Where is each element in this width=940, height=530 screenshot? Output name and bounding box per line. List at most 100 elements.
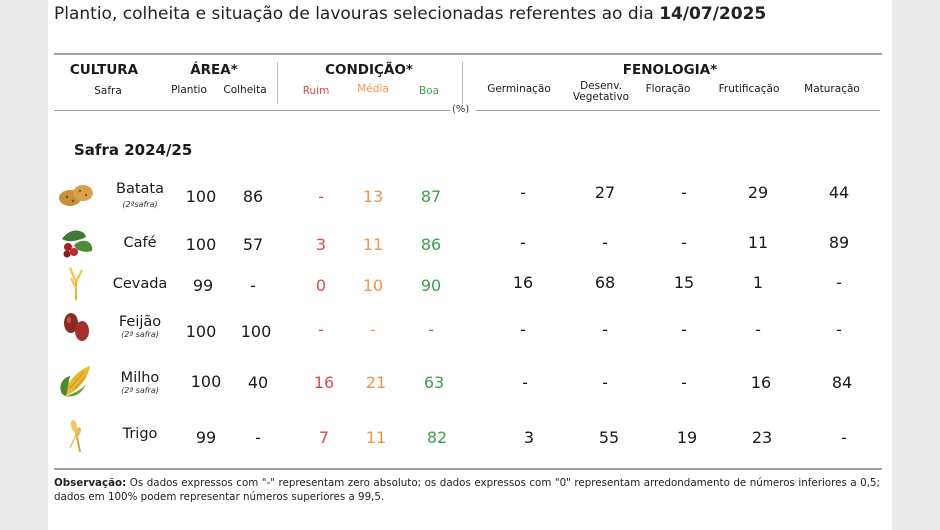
table-row: Cevada 99 - 0 10 90 16 68 15 1 - (48, 266, 892, 306)
report-date: 14/07/2025 (659, 4, 767, 24)
area-colheita: - (250, 276, 256, 295)
fenologia-maturacao: 44 (828, 183, 850, 202)
condicao-ruim: - (318, 320, 324, 339)
header-plantio: Plantio (171, 84, 207, 96)
safra-label: Safra 2024/25 (74, 141, 193, 159)
fenologia-frutificacao: 11 (747, 233, 769, 252)
header-floracao: Floração (645, 83, 691, 95)
barley-icon (68, 267, 84, 300)
fenologia-vegetativo: 68 (594, 273, 616, 292)
condicao-boa: - (428, 320, 434, 339)
potato-icon (59, 185, 93, 206)
header-safra: Safra (94, 85, 122, 97)
header-area: ÁREA* (190, 62, 238, 78)
condicao-boa: 86 (420, 235, 442, 254)
header-desenv-vegetativo: Desenv. Vegetativo (572, 80, 630, 103)
crop-name: Café (123, 235, 157, 251)
condicao-boa: 87 (420, 187, 442, 206)
condicao-ruim: 16 (313, 373, 335, 392)
fenologia-germinacao: - (520, 320, 526, 339)
crop-name: Cevada (112, 276, 168, 292)
footer-rule (54, 468, 882, 470)
header-frutificacao: Frutificação (718, 83, 780, 95)
table-row: Trigo 99 - 7 11 82 3 55 19 23 - (48, 418, 892, 458)
fenologia-floracao: - (681, 373, 687, 392)
fenologia-floracao: 19 (676, 428, 698, 447)
fenologia-germinacao: - (520, 233, 526, 252)
fenologia-maturacao: - (836, 320, 842, 339)
fenologia-floracao: - (681, 233, 687, 252)
header-fenologia: FENOLOGIA* (622, 62, 718, 78)
fenologia-germinacao: 3 (523, 428, 535, 447)
condicao-media: 21 (365, 373, 387, 392)
condicao-boa: 82 (426, 428, 448, 447)
header-separator (462, 62, 463, 104)
table-row: Feijão (2ª safra) 100 100 - - - - - - - - (48, 310, 892, 350)
fenologia-vegetativo: 55 (598, 428, 620, 447)
area-plantio: 99 (195, 428, 217, 447)
header-colheita: Colheita (223, 84, 267, 96)
area-colheita: - (255, 428, 261, 447)
coffee-icon (62, 230, 93, 258)
crop-name: Trigo (122, 426, 158, 442)
fenologia-frutificacao: - (755, 320, 761, 339)
area-plantio: 99 (192, 276, 214, 295)
header-boa: Boa (418, 85, 440, 97)
condicao-media: 13 (362, 187, 384, 206)
report-page: Plantio, colheita e situação de lavouras… (48, 0, 892, 530)
area-plantio: 100 (185, 187, 217, 206)
area-colheita: 86 (242, 187, 264, 206)
header-bottom-rule (476, 110, 880, 111)
fenologia-maturacao: - (841, 428, 847, 447)
crop-name: Batata (116, 181, 164, 197)
corn-icon (60, 366, 90, 397)
fenologia-maturacao: 89 (828, 233, 850, 252)
page-title: Plantio, colheita e situação de lavouras… (54, 4, 767, 24)
header-ruim: Ruim (302, 85, 330, 97)
fenologia-germinacao: - (522, 373, 528, 392)
area-plantio: 100 (190, 372, 222, 391)
bean-icon (64, 313, 89, 341)
table-row: Milho (2ª safra) 100 40 16 21 63 - - - 16… (48, 364, 892, 404)
header-separator (277, 62, 278, 104)
area-colheita: 100 (240, 322, 272, 341)
condicao-media: 11 (365, 428, 387, 447)
condicao-ruim: 3 (315, 235, 327, 254)
condicao-boa: 63 (423, 373, 445, 392)
fenologia-frutificacao: 29 (747, 183, 769, 202)
fenologia-frutificacao: 16 (750, 373, 772, 392)
condicao-media: - (370, 320, 376, 339)
fenologia-floracao: - (681, 183, 687, 202)
header-top-rule (54, 53, 882, 55)
condicao-ruim: 0 (315, 276, 327, 295)
area-colheita: 57 (242, 235, 264, 254)
fenologia-vegetativo: - (602, 320, 608, 339)
condicao-media: 11 (362, 235, 384, 254)
fenologia-germinacao: 16 (512, 273, 534, 292)
fenologia-vegetativo: 27 (594, 183, 616, 202)
table-row: Batata (2ªsafra) 100 86 - 13 87 - 27 - 29… (48, 177, 892, 217)
fenologia-floracao: 15 (673, 273, 695, 292)
condicao-ruim: 7 (318, 428, 330, 447)
header-condicao: CONDIÇÃO* (325, 62, 413, 78)
observation-note: Observação: Os dados expressos com "-" r… (54, 477, 880, 503)
header-cultura: CULTURA (69, 62, 139, 78)
condicao-ruim: - (318, 187, 324, 206)
header-germinacao: Germinação (487, 83, 551, 95)
crop-safra: (2ª safra) (121, 386, 159, 395)
condicao-media: 10 (362, 276, 384, 295)
crop-safra: (2ªsafra) (122, 200, 158, 209)
header-bottom-rule (54, 110, 450, 111)
fenologia-vegetativo: - (602, 233, 608, 252)
header-media: Média (357, 83, 389, 95)
header-maturacao: Maturação (804, 83, 860, 95)
crop-name: Feijão (118, 314, 162, 330)
condicao-boa: 90 (420, 276, 442, 295)
fenologia-frutificacao: 1 (752, 273, 764, 292)
area-plantio: 100 (185, 235, 217, 254)
fenologia-frutificacao: 23 (751, 428, 773, 447)
fenologia-vegetativo: - (602, 373, 608, 392)
wheat-icon (69, 420, 81, 452)
percent-unit: (%) (452, 104, 470, 115)
table-row: Café 100 57 3 11 86 - - - 11 89 (48, 225, 892, 265)
